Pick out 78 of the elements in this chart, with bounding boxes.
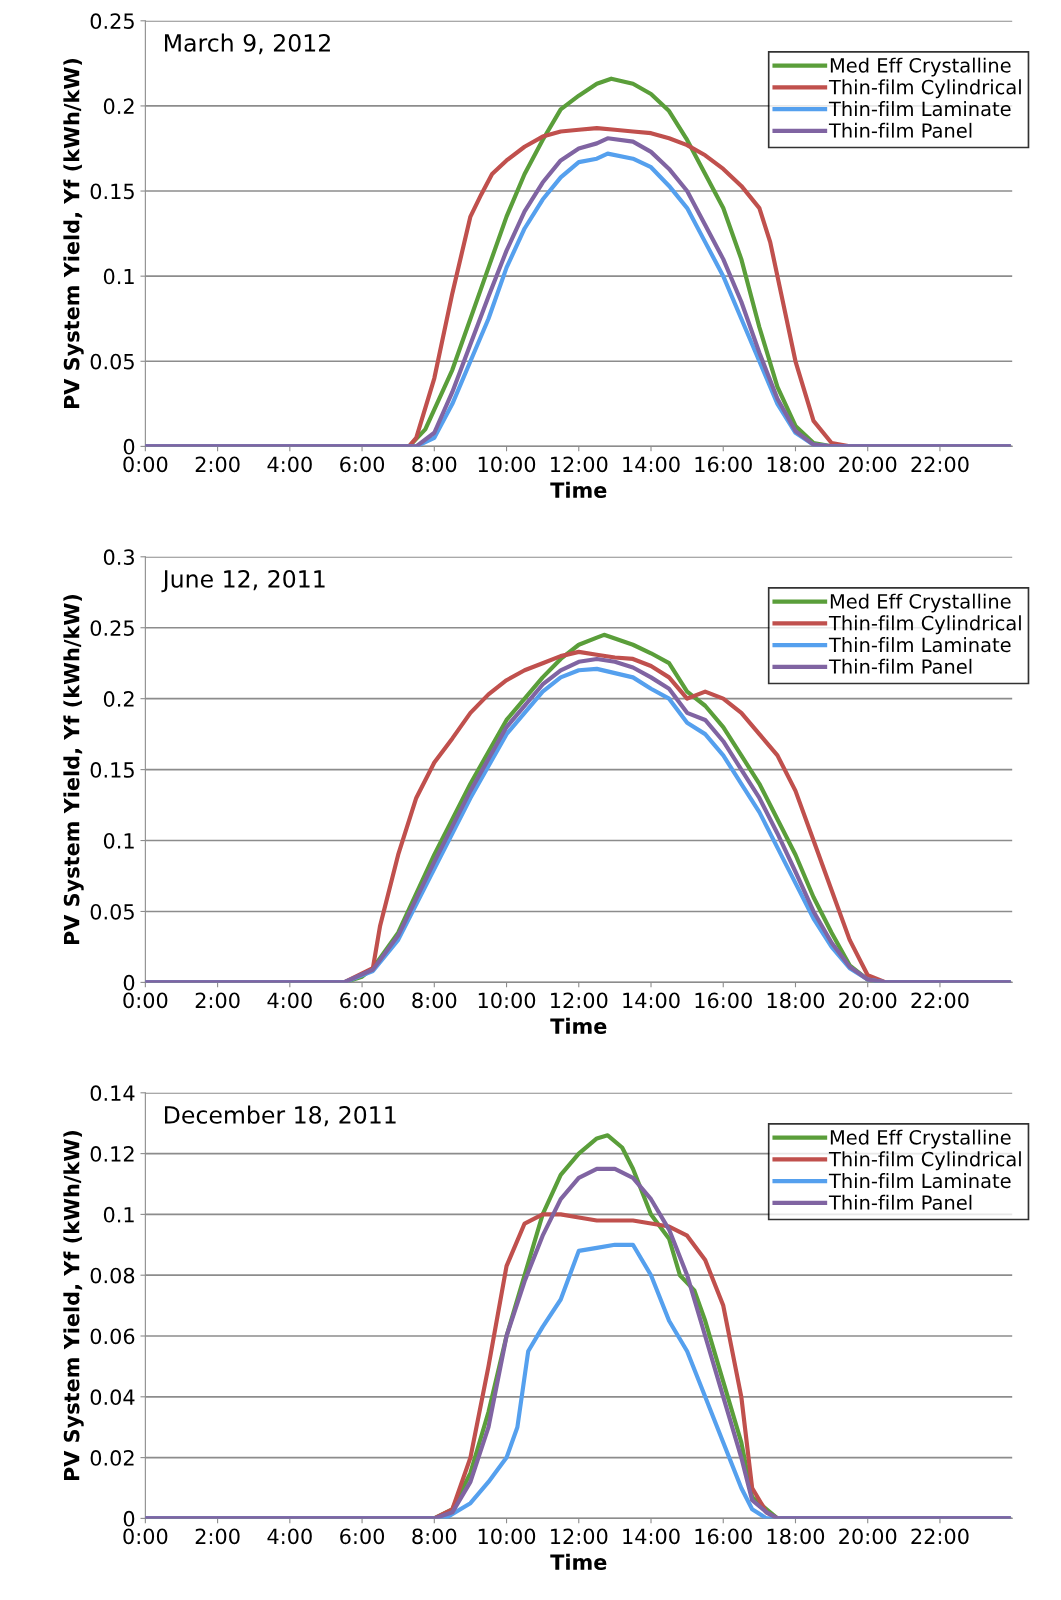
- x-tick-label: 12:00: [551, 992, 608, 1009]
- x-tick-label: 8:00: [412, 1528, 457, 1545]
- y-tick-label: 0.1: [103, 1206, 134, 1223]
- x-tick-label: 2:00: [195, 992, 240, 1009]
- x-tick-label: 10:00: [478, 456, 536, 473]
- legend-label: Med Eff Crystalline: [830, 57, 1011, 77]
- x-axis-title: Time: [550, 1017, 607, 1034]
- y-tick-label: 0.1: [103, 832, 134, 849]
- x-tick-label: 22:00: [911, 992, 969, 1009]
- x-tick-label: 8:00: [412, 456, 457, 473]
- legend-label: Thin-film Cylindrical: [828, 615, 1021, 635]
- x-tick-label: 0:00: [123, 992, 168, 1009]
- annotation: June 12, 2011: [161, 569, 325, 593]
- x-tick-label: 22:00: [911, 456, 969, 473]
- legend-label: Thin-film Cylindrical: [828, 1151, 1021, 1171]
- y-tick-label: 0.06: [90, 1328, 135, 1345]
- legend-label: Thin-film Panel: [828, 122, 972, 138]
- x-tick-label: 20:00: [839, 992, 897, 1009]
- annotation: March 9, 2012: [165, 33, 330, 55]
- y-tick-label: 0.05: [90, 353, 134, 370]
- legend-label: Thin-film Laminate: [828, 637, 1011, 653]
- y-tick-label: 0.05: [90, 903, 134, 920]
- x-tick-label: 18:00: [767, 1528, 825, 1545]
- legend-label: Thin-film Panel: [828, 1194, 972, 1210]
- x-tick-label: 18:00: [767, 992, 825, 1009]
- y-axis-title: PV System Yield, Yf (kWh/kW): [63, 594, 84, 945]
- x-tick-label: 16:00: [695, 1528, 752, 1545]
- y-tick-label: 0.04: [90, 1389, 135, 1406]
- legend-label: Med Eff Crystalline: [830, 1129, 1011, 1149]
- x-tick-label: 20:00: [839, 1528, 897, 1545]
- y-tick-label: 0.1: [103, 268, 134, 285]
- y-tick-label: 0.2: [103, 98, 134, 115]
- x-axis-title: Time: [550, 481, 607, 498]
- x-tick-label: 6:00: [340, 992, 385, 1009]
- x-tick-label: 12:00: [551, 1528, 608, 1545]
- legend-label: Thin-film Cylindrical: [828, 79, 1021, 99]
- y-tick-label: 0.25: [90, 620, 134, 636]
- x-tick-label: 8:00: [412, 992, 457, 1009]
- legend-label: Thin-film Laminate: [828, 101, 1011, 117]
- y-tick-label: 0.3: [103, 549, 134, 566]
- x-tick-label: 4:00: [267, 992, 312, 1009]
- x-tick-label: 2:00: [195, 1528, 240, 1545]
- x-tick-label: 16:00: [695, 456, 752, 473]
- legend-label: Thin-film Laminate: [828, 1173, 1011, 1189]
- legend-label: Med Eff Crystalline: [830, 593, 1011, 613]
- x-tick-label: 20:00: [839, 456, 897, 473]
- x-tick-label: 10:00: [478, 1528, 536, 1545]
- x-axis-title: Time: [550, 1553, 607, 1570]
- y-tick-label: 0.2: [103, 691, 134, 707]
- y-tick-label: 0: [123, 1510, 135, 1527]
- y-tick-label: 0.08: [90, 1267, 135, 1284]
- x-tick-label: 4:00: [267, 456, 312, 473]
- y-tick-label: 0: [123, 438, 135, 455]
- x-tick-label: 14:00: [623, 1528, 680, 1545]
- y-tick-label: 0.02: [90, 1450, 134, 1466]
- y-tick-label: 0.15: [90, 183, 134, 200]
- x-tick-label: 22:00: [911, 1528, 969, 1545]
- x-tick-label: 4:00: [267, 1528, 312, 1545]
- y-axis-title: PV System Yield, Yf (kWh/kW): [63, 58, 84, 409]
- x-tick-label: 6:00: [340, 456, 385, 473]
- y-axis-title: PV System Yield, Yf (kWh/kW): [63, 1130, 84, 1481]
- y-tick-label: 0.14: [90, 1085, 135, 1102]
- x-tick-label: 2:00: [195, 456, 240, 473]
- legend-label: Thin-film Panel: [828, 658, 972, 674]
- x-tick-label: 10:00: [478, 992, 536, 1009]
- x-tick-label: 0:00: [123, 1528, 168, 1545]
- y-tick-label: 0.15: [90, 762, 134, 778]
- x-tick-label: 0:00: [123, 456, 168, 473]
- x-tick-label: 6:00: [340, 1528, 385, 1545]
- annotation: December 18, 2011: [165, 1105, 396, 1127]
- x-tick-label: 18:00: [767, 456, 825, 473]
- y-tick-label: 0: [123, 974, 135, 991]
- y-tick-label: 0.12: [90, 1146, 134, 1162]
- x-tick-label: 14:00: [623, 992, 680, 1009]
- y-tick-label: 0.25: [90, 13, 134, 30]
- x-tick-label: 16:00: [695, 992, 752, 1009]
- x-tick-label: 12:00: [551, 456, 608, 473]
- x-tick-label: 14:00: [623, 456, 680, 473]
